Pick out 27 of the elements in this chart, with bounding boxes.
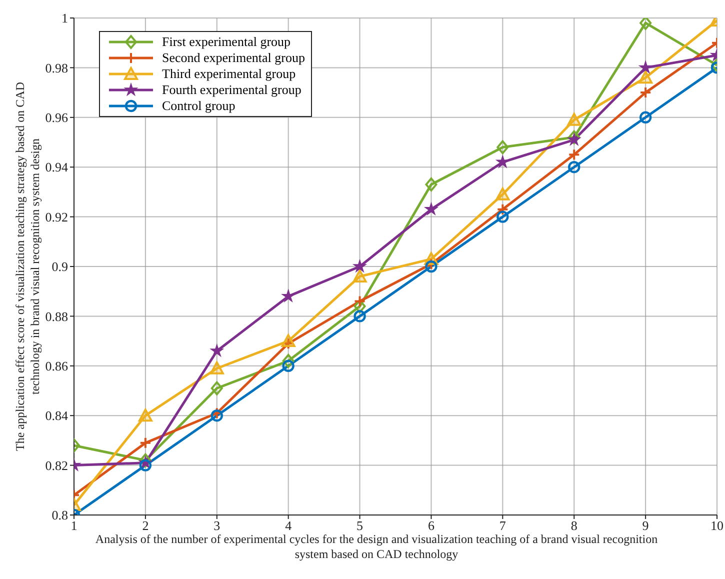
y-tick-label: 0.9 <box>52 259 68 274</box>
x-tick-label: 6 <box>428 518 435 534</box>
y-tick-label: 0.94 <box>45 160 68 175</box>
x-tick-label: 5 <box>356 518 364 534</box>
x-tick-label: 3 <box>214 518 220 534</box>
x-axis-title: Analysis of the number of experimental cycles for the design and visualization teaching of a brand visual recognition system based on CAD technology <box>95 532 658 561</box>
legend-label: Fourth experimental group <box>162 82 302 98</box>
legend-label: Second experimental group <box>162 50 305 66</box>
y-tick-label: 0.96 <box>45 110 68 126</box>
x-tick-label: 2 <box>142 518 149 534</box>
legend-label: Control group <box>162 98 236 114</box>
y-tick-label: 0.92 <box>45 209 68 224</box>
y-tick-label: 1 <box>62 10 68 26</box>
y-tick-label: 0.88 <box>45 308 68 324</box>
x-tick-label: 9 <box>642 518 649 534</box>
y-tick-label: 0.82 <box>45 458 68 473</box>
y-tick-label: 0.86 <box>45 358 68 374</box>
x-tick-label: 8 <box>570 518 578 534</box>
y-tick-label: 0.8 <box>52 508 68 523</box>
y-axis-title: The application effect score of visualization teaching strategy based on CAD technology in brand visual recognition system design <box>13 82 42 451</box>
x-tick-label: 10 <box>710 518 724 534</box>
legend-label: Third experimental group <box>162 66 296 82</box>
x-tick-label: 7 <box>499 518 506 534</box>
x-tick-label: 4 <box>285 518 292 534</box>
y-tick-label: 0.84 <box>45 408 68 424</box>
legend-label: First experimental group <box>162 34 291 50</box>
y-tick-label: 0.98 <box>45 60 68 76</box>
